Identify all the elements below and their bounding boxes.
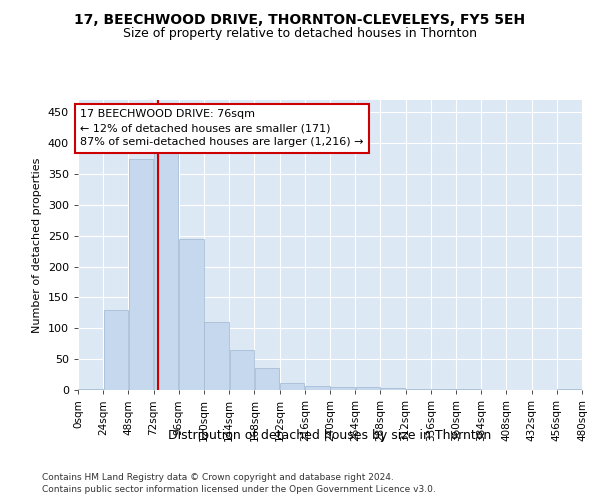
Text: 17 BEECHWOOD DRIVE: 76sqm
← 12% of detached houses are smaller (171)
87% of semi: 17 BEECHWOOD DRIVE: 76sqm ← 12% of detac… — [80, 110, 364, 148]
Text: Contains HM Land Registry data © Crown copyright and database right 2024.: Contains HM Land Registry data © Crown c… — [42, 472, 394, 482]
Bar — [129, 158, 153, 390]
Bar — [179, 239, 203, 390]
Bar — [255, 368, 279, 390]
Bar — [230, 350, 254, 390]
Bar — [79, 389, 103, 390]
Bar — [557, 389, 581, 390]
Bar — [356, 387, 380, 390]
Y-axis label: Number of detached properties: Number of detached properties — [32, 158, 42, 332]
Bar — [406, 389, 430, 390]
Text: Size of property relative to detached houses in Thornton: Size of property relative to detached ho… — [123, 28, 477, 40]
Bar — [305, 386, 329, 390]
Text: 17, BEECHWOOD DRIVE, THORNTON-CLEVELEYS, FY5 5EH: 17, BEECHWOOD DRIVE, THORNTON-CLEVELEYS,… — [74, 12, 526, 26]
Text: Distribution of detached houses by size in Thornton: Distribution of detached houses by size … — [169, 428, 491, 442]
Bar — [154, 134, 178, 390]
Bar — [280, 382, 304, 390]
Bar — [104, 310, 128, 390]
Text: Contains public sector information licensed under the Open Government Licence v3: Contains public sector information licen… — [42, 485, 436, 494]
Bar — [205, 322, 229, 390]
Bar — [331, 387, 355, 390]
Bar — [381, 388, 405, 390]
